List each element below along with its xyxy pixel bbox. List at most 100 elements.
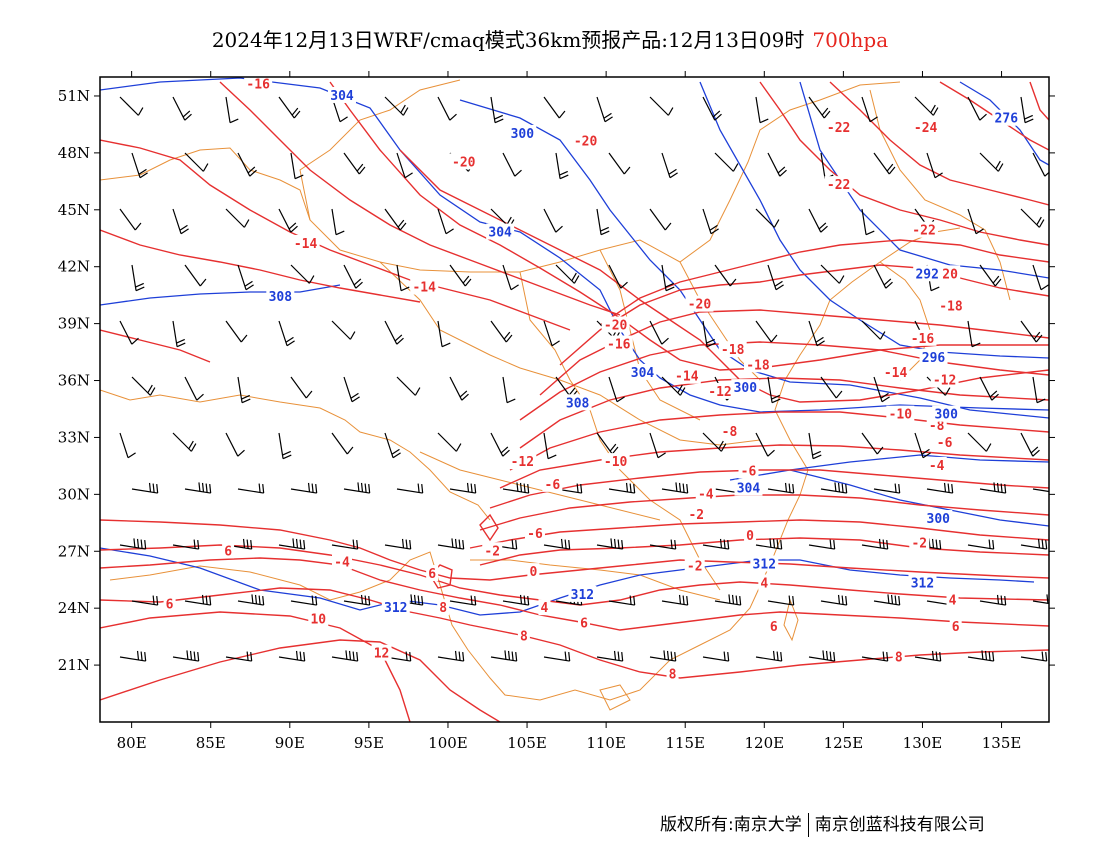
wind-barb-staff xyxy=(237,264,247,290)
wind-barb-flag xyxy=(1024,114,1033,120)
wind-barb-flag xyxy=(994,278,1002,287)
wind-barb-flag xyxy=(995,160,1001,170)
temperature-label: -18 xyxy=(939,300,963,315)
wind-barb-staff xyxy=(343,264,357,289)
wind-barb-flag xyxy=(888,166,896,175)
wind-barb-flag xyxy=(205,483,208,493)
x-tick-label: 105E xyxy=(507,734,547,752)
wind-barb-flag xyxy=(979,113,987,121)
wind-barb-flag xyxy=(784,482,788,492)
wind-barb-flag xyxy=(458,539,461,549)
wind-barb-staff xyxy=(1020,96,1026,123)
height-label-bg xyxy=(568,585,597,602)
wind-barb-flag xyxy=(992,275,1000,284)
wind-barb-flag xyxy=(511,651,514,661)
wind-barb-flag xyxy=(837,482,841,492)
wind-barb-staff xyxy=(331,208,337,235)
wind-barb-flag xyxy=(396,337,404,345)
wind-barb-flag xyxy=(629,483,632,493)
temperature-label: 10 xyxy=(310,613,326,628)
wind-barb-staff xyxy=(967,96,981,121)
temperature-label: -12 xyxy=(933,374,956,389)
wind-barb-flag xyxy=(623,166,631,175)
wind-barb-staff xyxy=(290,600,317,606)
wind-barb-flag xyxy=(198,482,201,492)
temperature-label: -20 xyxy=(688,298,712,313)
wind-barb-flag xyxy=(568,652,571,662)
wind-barb-staff xyxy=(278,320,288,346)
wind-barb-flag xyxy=(894,595,897,605)
temp-contour-27 xyxy=(1029,81,1049,121)
temperature-label: -14 xyxy=(412,281,436,296)
wind-barb-staff xyxy=(437,96,451,121)
height-label: 312 xyxy=(753,558,776,573)
wind-barb-flag xyxy=(633,596,636,606)
wind-barb-flag xyxy=(878,538,882,548)
wind-barb-flag xyxy=(625,482,629,492)
wind-barb-flag xyxy=(504,650,507,660)
wind-barb-staff xyxy=(808,320,818,346)
wind-barb-flag xyxy=(551,340,560,347)
wind-barb-flag xyxy=(947,483,950,493)
temperature-label: -4 xyxy=(929,459,945,474)
wind-barb-flag xyxy=(241,398,251,404)
wind-barb-flag xyxy=(837,594,841,604)
wind-barb-flag xyxy=(133,538,136,548)
wind-barb-staff xyxy=(172,320,178,347)
wind-barb-staff xyxy=(396,152,406,178)
wind-barb-flag xyxy=(188,440,194,450)
wind-barb-staff xyxy=(702,96,716,121)
wind-barb-staff xyxy=(119,208,136,231)
wind-barb-flag xyxy=(152,483,155,493)
temperature-label: 6 xyxy=(580,616,588,631)
boundary-mongolia xyxy=(299,79,461,221)
pressure-level: 700hpa xyxy=(812,28,889,52)
wind-barb-flag xyxy=(417,483,420,493)
wind-barb-staff xyxy=(608,376,618,402)
wind-barb-flag xyxy=(417,595,420,605)
wind-barb-staff xyxy=(172,208,182,234)
wind-barb-flag xyxy=(767,449,775,457)
height-label-bg xyxy=(327,86,356,103)
wind-barb-flag xyxy=(1000,595,1003,605)
temperature-label-bg xyxy=(672,367,701,384)
wind-barb-staff xyxy=(755,432,769,457)
height-label: 304 xyxy=(737,482,761,497)
boundary-interior-3 xyxy=(419,451,661,521)
wind-barb-flag xyxy=(834,482,837,492)
wind-barb-flag xyxy=(357,482,360,492)
wind-barb-flag xyxy=(600,230,610,236)
wind-barb-staff xyxy=(384,432,394,458)
wind-barb-staff xyxy=(926,152,936,178)
wind-barb-flag xyxy=(944,387,951,396)
wind-barb-flag xyxy=(311,483,314,493)
temperature-label: 8 xyxy=(520,630,528,645)
wind-barb-flag xyxy=(397,219,405,228)
wind-barb-flag xyxy=(773,219,780,228)
wind-barb-staff xyxy=(343,488,370,494)
wind-barb-flag xyxy=(311,595,314,605)
wind-barb-flag xyxy=(669,172,678,179)
wind-barb-staff xyxy=(1020,320,1037,343)
wind-barb-flag xyxy=(244,280,253,287)
temp-contour-19 xyxy=(329,81,1049,371)
wind-barb-flag xyxy=(714,113,722,121)
wind-barb-flag xyxy=(1035,334,1043,343)
temp-contour-24 xyxy=(759,81,1049,246)
temperature-label-bg xyxy=(930,371,959,388)
wind-barb-flag xyxy=(527,596,530,606)
wind-barb-staff xyxy=(1032,376,1038,403)
wind-barb-flag xyxy=(409,652,412,662)
wind-barb-flag xyxy=(251,594,254,604)
wind-barb-flag xyxy=(883,278,892,286)
temperature-label: -20 xyxy=(574,135,598,150)
wind-barb-staff xyxy=(967,544,994,550)
wind-barb-flag xyxy=(777,166,786,174)
wind-barb-flag xyxy=(723,539,726,549)
wind-barb-flag xyxy=(665,286,675,292)
wind-barb-staff xyxy=(808,96,825,119)
footer-left: 版权所有:南京大学 xyxy=(660,815,802,835)
wind-barb-flag xyxy=(410,594,413,604)
wind-barb-staff xyxy=(343,600,370,606)
x-tick-label: 95E xyxy=(354,734,384,752)
